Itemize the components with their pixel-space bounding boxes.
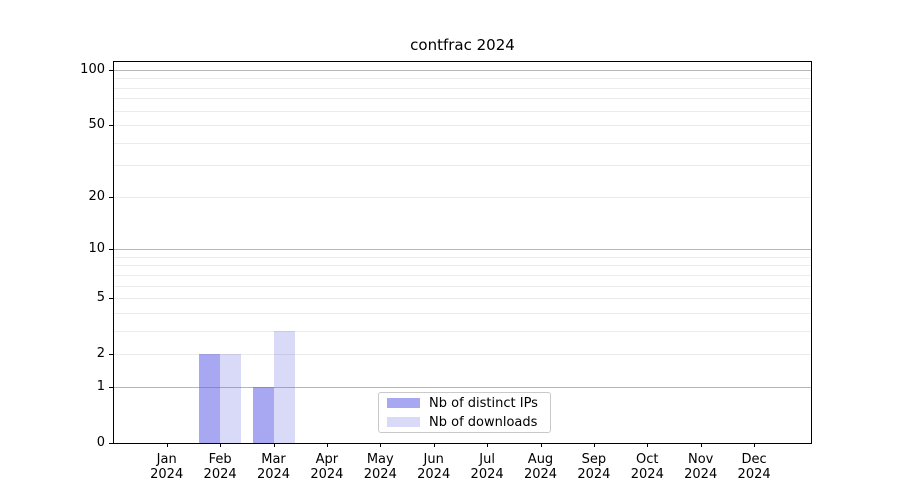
y-tick-50 bbox=[109, 125, 113, 127]
x-tick-label-sep: Sep 2024 bbox=[563, 452, 625, 482]
x-tick-label-aug: Aug 2024 bbox=[510, 452, 572, 482]
x-tick-label-mar: Mar 2024 bbox=[243, 452, 305, 482]
month-label: Sep bbox=[581, 452, 607, 467]
month-label: Oct bbox=[636, 452, 659, 467]
chart-title: contfrac 2024 bbox=[410, 36, 515, 54]
legend-entry-nb-of-downloads: Nb of downloads bbox=[387, 415, 542, 430]
legend: Nb of distinct IPs Nb of downloads bbox=[378, 392, 551, 433]
bar-mar-nb-of-distinct-ips bbox=[252, 387, 274, 443]
y-tick-20 bbox=[109, 196, 113, 198]
gridline-y-9 bbox=[114, 256, 811, 258]
x-tick-apr bbox=[326, 443, 328, 447]
month-label: Aug bbox=[527, 452, 554, 467]
year-label: 2024 bbox=[737, 467, 771, 482]
year-label: 2024 bbox=[203, 467, 237, 482]
x-tick-label-dec: Dec 2024 bbox=[723, 452, 785, 482]
month-label: Nov bbox=[688, 452, 714, 467]
y-tick-label-2: 2 bbox=[96, 346, 105, 362]
month-label: Mar bbox=[261, 452, 286, 467]
y-tick-10 bbox=[109, 249, 113, 251]
x-tick-oct bbox=[647, 443, 649, 447]
legend-swatch-icon bbox=[387, 398, 420, 408]
y-tick-label-20: 20 bbox=[88, 188, 105, 204]
month-label: Jul bbox=[479, 452, 495, 467]
gridline-y-4 bbox=[114, 312, 811, 314]
y-tick-5 bbox=[109, 298, 113, 300]
legend-entry-nb-of-distinct-ips: Nb of distinct IPs bbox=[387, 396, 542, 411]
year-label: 2024 bbox=[150, 467, 184, 482]
gridline-y-3 bbox=[114, 330, 811, 332]
x-tick-label-jul: Jul 2024 bbox=[456, 452, 518, 482]
x-tick-may bbox=[380, 443, 382, 447]
gridline-y-30 bbox=[114, 165, 811, 167]
month-label: Feb bbox=[208, 452, 232, 467]
y-tick-1 bbox=[109, 387, 113, 388]
x-tick-label-jun: Jun 2024 bbox=[403, 452, 465, 482]
x-tick-label-may: May 2024 bbox=[349, 452, 411, 482]
x-tick-aug bbox=[540, 443, 542, 447]
month-label: Dec bbox=[741, 452, 767, 467]
gridline-y-8 bbox=[114, 265, 811, 267]
bar-mar-nb-of-downloads bbox=[273, 330, 295, 443]
year-label: 2024 bbox=[470, 467, 504, 482]
x-tick-label-jan: Jan 2024 bbox=[136, 452, 198, 482]
gridline-y-100 bbox=[114, 69, 811, 71]
gridline-y-80 bbox=[114, 87, 811, 89]
y-tick-0 bbox=[109, 443, 113, 444]
x-tick-label-apr: Apr 2024 bbox=[296, 452, 358, 482]
gridline-y-7 bbox=[114, 274, 811, 276]
y-tick-100 bbox=[109, 69, 113, 71]
year-label: 2024 bbox=[577, 467, 611, 482]
gridline-y-6 bbox=[114, 285, 811, 287]
x-tick-jan bbox=[166, 443, 168, 447]
x-tick-jun bbox=[433, 443, 435, 447]
y-tick-2 bbox=[109, 354, 113, 356]
x-tick-label-feb: Feb 2024 bbox=[189, 452, 251, 482]
x-tick-sep bbox=[593, 443, 595, 447]
x-tick-label-nov: Nov 2024 bbox=[670, 452, 732, 482]
legend-swatch-icon bbox=[387, 417, 420, 427]
y-tick-label-0: 0 bbox=[96, 435, 105, 450]
x-tick-jul bbox=[487, 443, 489, 447]
gridline-y-40 bbox=[114, 142, 811, 144]
y-tick-label-100: 100 bbox=[80, 61, 105, 77]
y-tick-label-10: 10 bbox=[88, 241, 105, 257]
y-tick-label-1: 1 bbox=[96, 379, 105, 394]
bar-feb-nb-of-distinct-ips bbox=[199, 354, 221, 443]
year-label: 2024 bbox=[417, 467, 451, 482]
x-tick-label-oct: Oct 2024 bbox=[616, 452, 678, 482]
year-label: 2024 bbox=[363, 467, 397, 482]
year-label: 2024 bbox=[684, 467, 718, 482]
year-label: 2024 bbox=[523, 467, 558, 482]
gridline-y-70 bbox=[114, 98, 811, 100]
month-label: Jan bbox=[156, 452, 177, 467]
year-label: 2024 bbox=[256, 467, 291, 482]
month-label: Jun bbox=[423, 452, 444, 467]
year-label: 2024 bbox=[310, 467, 344, 482]
month-label: May bbox=[366, 452, 394, 467]
x-tick-mar bbox=[273, 443, 275, 447]
x-tick-nov bbox=[700, 443, 702, 447]
x-tick-feb bbox=[220, 443, 222, 447]
gridline-y-60 bbox=[114, 110, 811, 112]
bar-feb-nb-of-downloads bbox=[220, 354, 242, 443]
year-label: 2024 bbox=[630, 467, 664, 482]
plot-area bbox=[113, 61, 812, 444]
y-tick-label-50: 50 bbox=[88, 117, 105, 133]
gridline-y-5 bbox=[114, 298, 811, 300]
legend-label: Nb of downloads bbox=[429, 414, 538, 430]
gridline-y-50 bbox=[114, 125, 811, 127]
gridline-y-90 bbox=[114, 78, 811, 80]
legend-label: Nb of distinct IPs bbox=[429, 395, 538, 411]
x-tick-dec bbox=[754, 443, 756, 447]
y-tick-label-5: 5 bbox=[96, 290, 105, 306]
gridline-y-20 bbox=[114, 196, 811, 198]
gridline-y-10 bbox=[114, 249, 811, 251]
month-label: Apr bbox=[315, 452, 339, 467]
